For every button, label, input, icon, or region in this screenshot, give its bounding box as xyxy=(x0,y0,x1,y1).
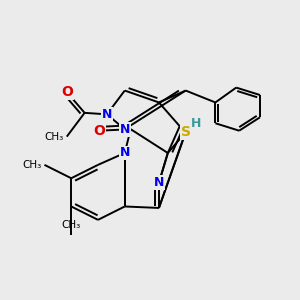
Text: N: N xyxy=(154,176,164,189)
Text: H: H xyxy=(191,117,201,130)
Text: N: N xyxy=(119,146,130,160)
Text: O: O xyxy=(94,124,105,138)
Text: CH₃: CH₃ xyxy=(22,160,41,170)
Text: O: O xyxy=(61,85,73,99)
Text: CH₃: CH₃ xyxy=(45,132,64,142)
Text: N: N xyxy=(119,123,130,136)
Text: CH₃: CH₃ xyxy=(61,220,81,230)
Text: N: N xyxy=(102,108,112,121)
Text: S: S xyxy=(181,125,191,139)
